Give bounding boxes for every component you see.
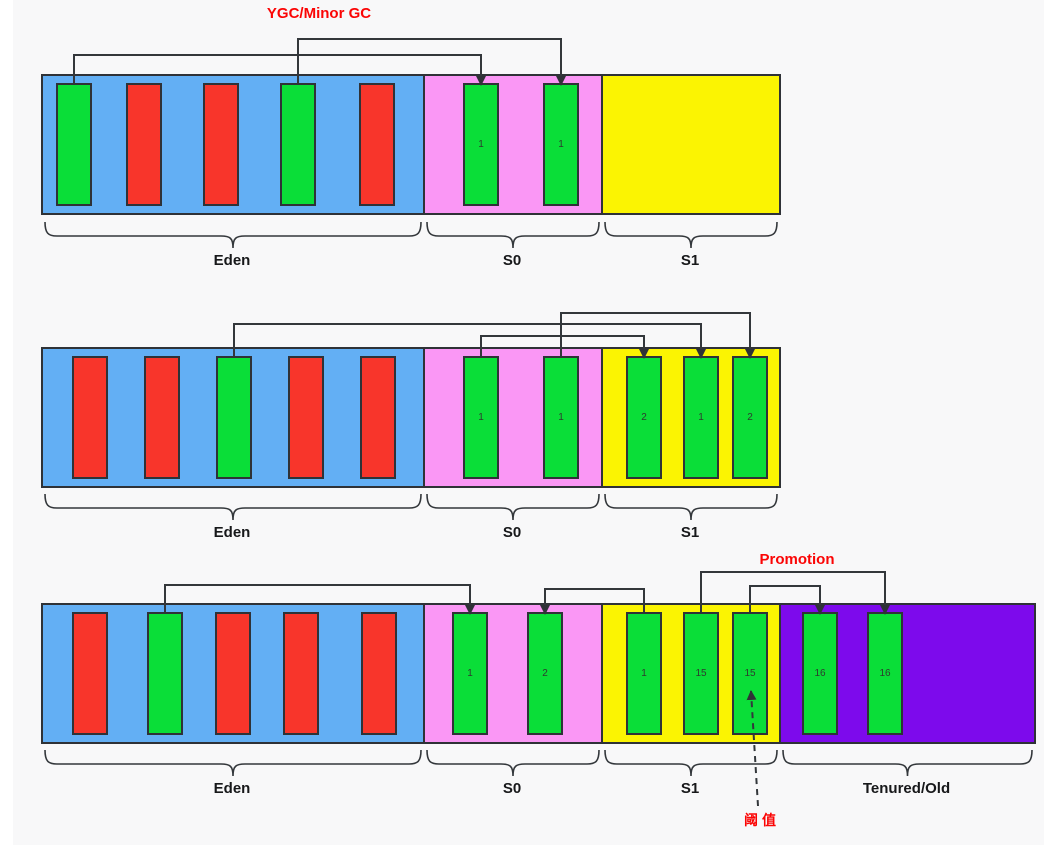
region-label-eden: Eden: [213, 524, 251, 541]
object-bar-live: 1: [683, 356, 719, 479]
promotion-label: Promotion: [759, 551, 835, 568]
region-box-eden: [41, 603, 425, 744]
page-left-margin: [0, 0, 13, 845]
object-bar-live: [280, 83, 316, 206]
object-age-label: 1: [641, 667, 647, 679]
region-label-s1: S1: [680, 780, 700, 797]
region-brace-eden: [44, 493, 422, 521]
object-bar-live: 1: [463, 356, 499, 479]
object-bar-live: [56, 83, 92, 206]
object-bar-dead: [361, 612, 397, 735]
region-brace-s1: [604, 749, 778, 777]
object-bar-dead: [144, 356, 180, 479]
object-age-label: 1: [478, 411, 484, 423]
region-label-s1: S1: [680, 252, 700, 269]
region-box-s1: 2 1 2: [601, 347, 781, 488]
object-age-label: 15: [695, 667, 707, 679]
object-bar-live: 15: [683, 612, 719, 735]
object-bar-dead: [360, 356, 396, 479]
region-label-s0: S0: [502, 252, 522, 269]
region-label-eden: Eden: [213, 252, 251, 269]
threshold-label: 阈 值: [744, 812, 776, 828]
object-bar-dead: [126, 83, 162, 206]
object-bar-live: [216, 356, 252, 479]
object-bar-live: 1: [463, 83, 499, 206]
region-box-s1: [601, 74, 781, 215]
region-label-s1: S1: [680, 524, 700, 541]
object-bar-dead: [203, 83, 239, 206]
region-brace-s0: [426, 221, 600, 249]
object-bar-live: 16: [867, 612, 903, 735]
region-brace-eden: [44, 749, 422, 777]
region-brace-s1: [604, 221, 778, 249]
object-age-label: 15: [744, 667, 756, 679]
region-label-eden: Eden: [213, 780, 251, 797]
object-age-label: 2: [542, 667, 548, 679]
object-bar-live: 16: [802, 612, 838, 735]
object-age-label: 1: [478, 138, 484, 150]
object-bar-dead: [288, 356, 324, 479]
region-label-s0: S0: [502, 524, 522, 541]
ygc-minor-gc-label: YGC/Minor GC: [266, 5, 372, 22]
region-brace-s0: [426, 749, 600, 777]
object-bar-live: 1: [543, 356, 579, 479]
object-bar-dead: [283, 612, 319, 735]
region-box-eden: [41, 74, 425, 215]
object-age-label: 2: [747, 411, 753, 423]
object-bar-live: 2: [626, 356, 662, 479]
object-age-label: 16: [814, 667, 826, 679]
object-age-label: 1: [698, 411, 704, 423]
object-bar-live: 2: [527, 612, 563, 735]
object-age-label: 1: [558, 411, 564, 423]
object-age-label: 16: [879, 667, 891, 679]
object-age-label: 2: [641, 411, 647, 423]
region-box-eden: [41, 347, 425, 488]
region-brace-s0: [426, 493, 600, 521]
object-bar-live: 2: [732, 356, 768, 479]
region-brace-eden: [44, 221, 422, 249]
object-bar-dead: [72, 356, 108, 479]
object-bar-live: 1: [543, 83, 579, 206]
region-box-tenured: 16 16: [779, 603, 1036, 744]
object-age-label: 1: [467, 667, 473, 679]
object-bar-dead: [72, 612, 108, 735]
object-bar-live: [147, 612, 183, 735]
region-brace-s1: [604, 493, 778, 521]
object-bar-dead: [359, 83, 395, 206]
object-age-label: 1: [558, 138, 564, 150]
region-label-tenured: Tenured/Old: [862, 780, 951, 797]
object-bar-live: 1: [626, 612, 662, 735]
region-label-s0: S0: [502, 780, 522, 797]
object-bar-dead: [215, 612, 251, 735]
object-bar-live: 15: [732, 612, 768, 735]
region-box-s1: 1 15 15: [601, 603, 781, 744]
region-brace-tenured: [782, 749, 1033, 777]
object-bar-live: 1: [452, 612, 488, 735]
